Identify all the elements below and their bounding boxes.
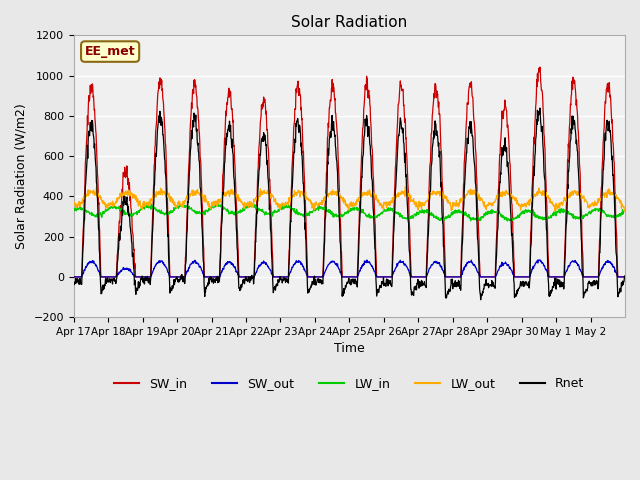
- Title: Solar Radiation: Solar Radiation: [291, 15, 408, 30]
- X-axis label: Time: Time: [334, 342, 365, 356]
- Legend: SW_in, SW_out, LW_in, LW_out, Rnet: SW_in, SW_out, LW_in, LW_out, Rnet: [109, 372, 589, 396]
- Y-axis label: Solar Radiation (W/m2): Solar Radiation (W/m2): [15, 103, 28, 249]
- Text: EE_met: EE_met: [85, 45, 136, 58]
